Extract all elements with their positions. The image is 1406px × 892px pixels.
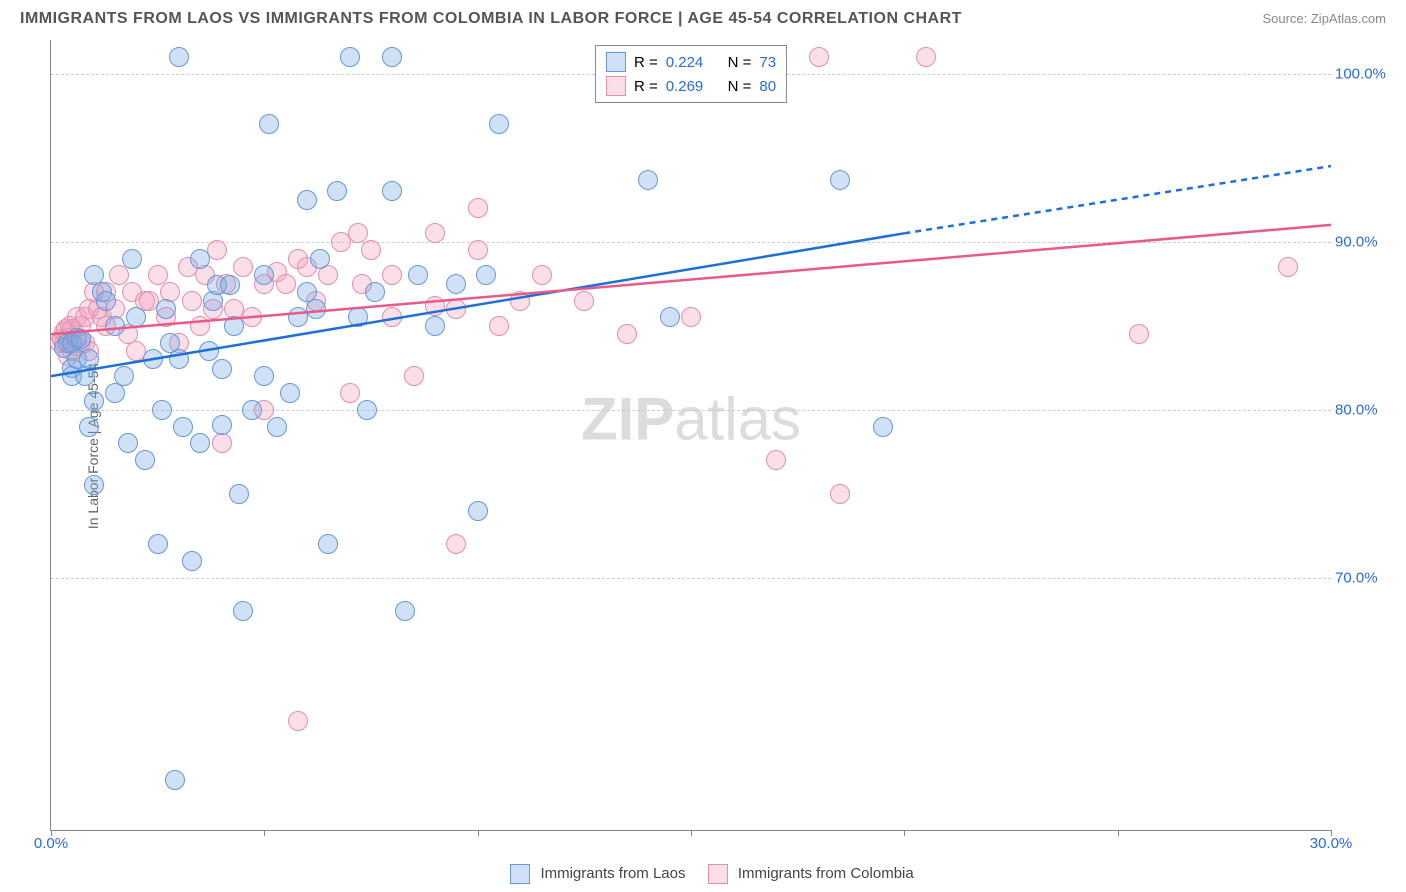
chart-title: IMMIGRANTS FROM LAOS VS IMMIGRANTS FROM … xyxy=(20,10,962,28)
ytick-label: 90.0% xyxy=(1335,233,1395,250)
swatch-series2 xyxy=(606,76,626,96)
swatch-series2-bottom xyxy=(708,864,728,884)
xtick-mark xyxy=(264,830,265,836)
xtick-label: 30.0% xyxy=(1310,835,1353,852)
swatch-series1 xyxy=(606,52,626,72)
legend-label-series1: Immigrants from Laos xyxy=(540,865,685,882)
xtick-mark xyxy=(904,830,905,836)
source-label: Source: ZipAtlas.com xyxy=(1262,11,1386,26)
ytick-label: 100.0% xyxy=(1335,65,1395,82)
trend-lines xyxy=(51,40,1331,830)
swatch-series1-bottom xyxy=(510,864,530,884)
stats-row-series1: R = 0.224 N = 73 xyxy=(606,50,776,74)
legend-label-series2: Immigrants from Colombia xyxy=(738,865,914,882)
bottom-legend: Immigrants from Laos Immigrants from Col… xyxy=(0,864,1406,884)
xtick-label: 0.0% xyxy=(34,835,68,852)
stats-legend: R = 0.224 N = 73 R = 0.269 N = 80 xyxy=(595,45,787,103)
ytick-label: 70.0% xyxy=(1335,569,1395,586)
ytick-label: 80.0% xyxy=(1335,401,1395,418)
n-value-series1: 73 xyxy=(759,54,776,71)
xtick-mark xyxy=(691,830,692,836)
r-value-series2: 0.269 xyxy=(666,78,704,95)
xtick-mark xyxy=(478,830,479,836)
xtick-mark xyxy=(1118,830,1119,836)
r-value-series1: 0.224 xyxy=(666,54,704,71)
chart-plot-area: ZIPatlas R = 0.224 N = 73 R = 0.269 N = … xyxy=(50,40,1331,831)
stats-row-series2: R = 0.269 N = 80 xyxy=(606,74,776,98)
n-value-series2: 80 xyxy=(759,78,776,95)
